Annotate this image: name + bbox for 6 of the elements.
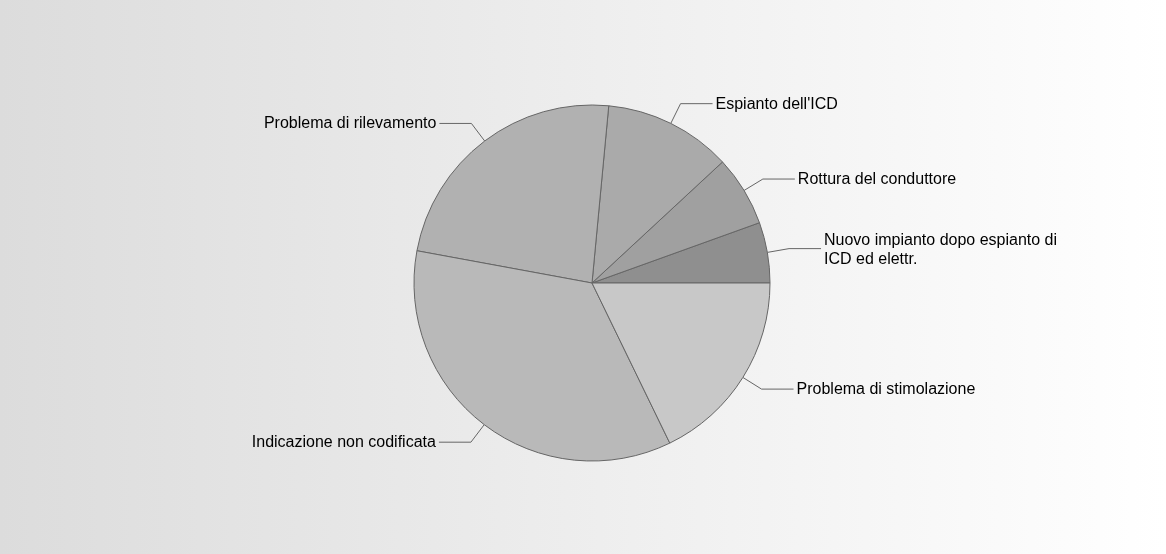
legend-label: Problema di stimolazione <box>796 380 976 398</box>
slice-label: Indicazione non codificata <box>251 433 437 451</box>
slice-label: Problema di rilevamento <box>263 114 437 132</box>
legend-label: Rottura del conduttore <box>797 170 957 188</box>
legend-label: Nuovo impianto dopo espianto di ICD ed elettr. <box>824 230 1058 267</box>
legend-label: Espianto dell'ICD <box>715 94 838 112</box>
